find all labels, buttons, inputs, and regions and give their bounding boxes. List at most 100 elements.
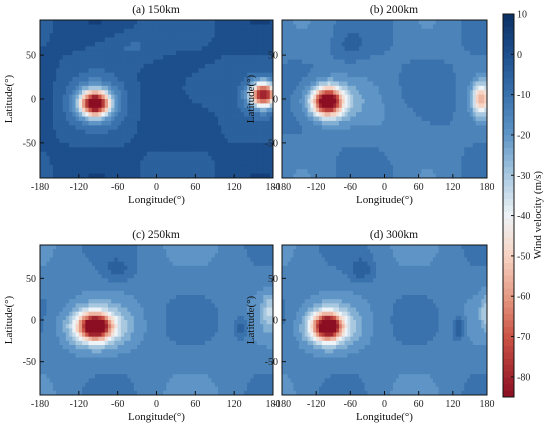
field-cell xyxy=(324,94,328,100)
field-cell xyxy=(217,55,222,60)
field-cell xyxy=(430,103,434,109)
field-cell xyxy=(230,138,235,144)
field-cell xyxy=(287,94,291,100)
field-cell xyxy=(227,112,232,117)
field-cell xyxy=(104,169,109,175)
field-cell xyxy=(188,151,193,157)
field-cell xyxy=(120,55,125,60)
field-cell xyxy=(407,151,411,157)
field-cell xyxy=(287,41,291,47)
field-cell xyxy=(75,72,80,78)
field-cell xyxy=(290,63,294,69)
field-cell xyxy=(350,151,354,157)
field-cell xyxy=(253,103,258,109)
field-cell xyxy=(358,151,363,157)
field-cell xyxy=(350,33,354,38)
field-cell xyxy=(449,55,454,60)
field-cell xyxy=(387,151,391,157)
field-cell xyxy=(390,103,394,109)
field-cell xyxy=(364,125,368,131)
field-cell xyxy=(88,125,93,131)
field-cell xyxy=(91,37,96,43)
field-cell xyxy=(49,107,54,113)
field-cell xyxy=(282,68,286,74)
field-cell xyxy=(101,46,106,52)
field-cell xyxy=(224,107,229,113)
field-cell xyxy=(449,120,454,126)
field-cell xyxy=(319,68,323,74)
field-cell xyxy=(441,99,445,104)
field-cell xyxy=(370,41,374,47)
field-cell xyxy=(455,112,459,117)
field-cell xyxy=(441,37,445,43)
field-cell xyxy=(430,24,434,30)
field-cell xyxy=(153,129,157,135)
field-cell xyxy=(347,81,351,87)
field-cell xyxy=(192,77,196,82)
field-cell xyxy=(449,103,454,109)
field-cell xyxy=(435,160,439,166)
field-cell xyxy=(290,94,294,100)
field-cell xyxy=(452,151,457,157)
field-cell xyxy=(72,24,76,30)
field-cell xyxy=(344,68,348,74)
field-cell xyxy=(101,81,106,87)
field-cell xyxy=(301,103,306,109)
field-cell xyxy=(179,59,183,65)
field-cell xyxy=(150,63,154,69)
field-cell xyxy=(72,46,76,52)
field-cell xyxy=(107,129,112,135)
field-cell xyxy=(111,99,115,104)
field-cell xyxy=(452,20,457,25)
field-cell xyxy=(401,120,405,126)
field-cell xyxy=(321,72,326,78)
field-cell xyxy=(85,134,89,139)
field-cell xyxy=(243,169,248,175)
field-cell xyxy=(375,142,380,148)
field-cell xyxy=(150,37,154,43)
field-cell xyxy=(43,125,47,131)
field-cell xyxy=(361,116,365,122)
field-cell xyxy=(364,24,368,30)
field-cell xyxy=(75,68,80,74)
field-cell xyxy=(358,120,363,126)
field-cell xyxy=(290,46,294,52)
field-cell xyxy=(330,142,334,148)
field-cell xyxy=(230,68,235,74)
field-cell xyxy=(114,33,119,38)
field-cell xyxy=(234,138,238,144)
field-cell xyxy=(367,125,371,131)
field-cell xyxy=(381,63,385,69)
field-cell xyxy=(234,94,238,100)
field-cell xyxy=(111,142,115,148)
field-cell xyxy=(287,138,291,144)
field-cell xyxy=(91,142,96,148)
field-cell xyxy=(146,164,151,170)
field-cell xyxy=(310,173,314,179)
field-cell xyxy=(378,103,383,109)
field-cell xyxy=(427,72,431,78)
field-cell xyxy=(310,160,314,166)
field-cell xyxy=(217,134,222,139)
field-cell xyxy=(412,59,417,65)
field-cell xyxy=(336,46,340,52)
field-cell xyxy=(356,46,360,52)
field-cell xyxy=(384,20,388,25)
field-cell xyxy=(182,72,187,78)
field-cell xyxy=(395,63,400,69)
field-cell xyxy=(188,90,193,96)
field-cell xyxy=(179,41,183,47)
field-cell xyxy=(424,37,428,43)
field-cell xyxy=(316,77,320,82)
field-cell xyxy=(75,151,80,157)
field-cell xyxy=(98,147,102,153)
field-cell xyxy=(381,112,385,117)
field-cell xyxy=(221,46,225,52)
field-cell xyxy=(361,125,365,131)
field-cell xyxy=(367,120,371,126)
field-cell xyxy=(282,103,286,109)
field-cell xyxy=(224,151,229,157)
field-cell xyxy=(356,24,360,30)
field-cell xyxy=(130,173,135,179)
field-cell xyxy=(361,169,365,175)
